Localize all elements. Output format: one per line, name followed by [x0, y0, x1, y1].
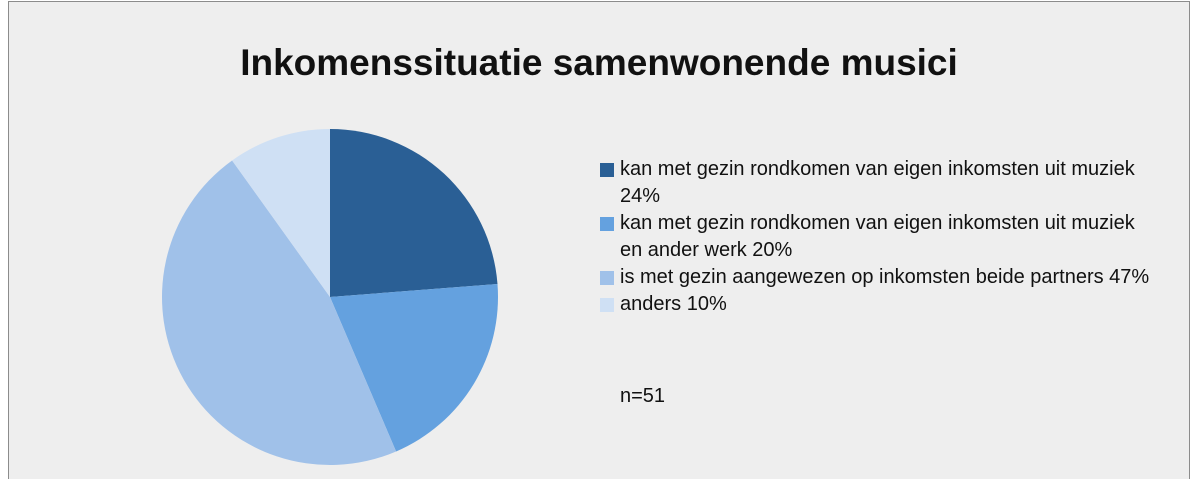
legend-label: kan met gezin rondkomen van eigen inkoms… [620, 212, 1135, 261]
legend-entry: kan met gezin rondkomen van eigen inkoms… [600, 210, 1160, 264]
legend-swatch [600, 163, 614, 177]
legend-swatch [600, 298, 614, 312]
legend-label: anders 10% [620, 293, 727, 315]
legend-entry: anders 10% [600, 291, 1160, 318]
legend-entry: kan met gezin rondkomen van eigen inkoms… [600, 156, 1160, 210]
pie-slice [162, 160, 397, 466]
legend-label: kan met gezin rondkomen van eigen inkoms… [620, 158, 1135, 207]
legend-label: is met gezin aangewezen op inkomsten bei… [620, 266, 1150, 288]
legend-swatch [600, 217, 614, 231]
pie-slice [232, 129, 330, 297]
pie-slice [330, 283, 499, 452]
pie-slice [330, 129, 498, 297]
chart-title: Inkomenssituatie samenwonende musici [240, 42, 958, 83]
legend-swatch [600, 271, 614, 285]
legend-entry: is met gezin aangewezen op inkomsten bei… [600, 264, 1160, 291]
legend: kan met gezin rondkomen van eigen inkoms… [600, 156, 1160, 318]
annotation: n=51 [620, 385, 666, 407]
